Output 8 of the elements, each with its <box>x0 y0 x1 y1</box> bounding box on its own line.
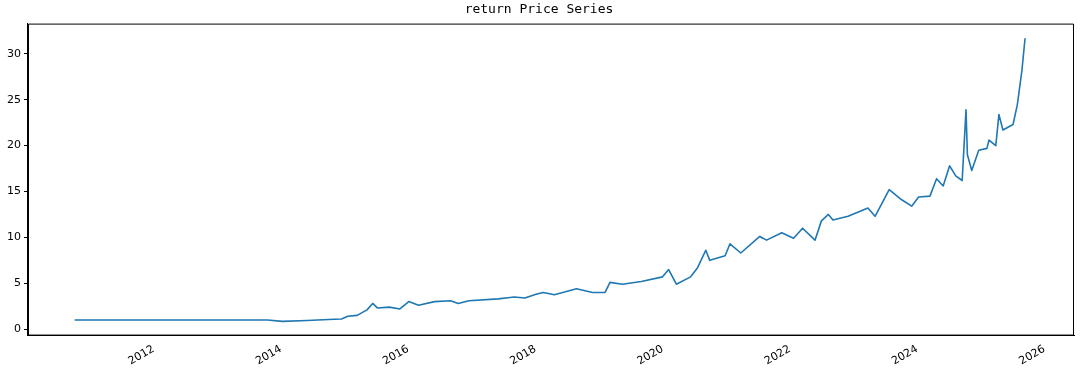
y-tick-label: 20 <box>7 138 21 152</box>
y-tick-label: 5 <box>14 276 21 290</box>
y-tick-label: 30 <box>7 46 21 60</box>
y-tick-label: 15 <box>7 184 21 198</box>
y-tick-label: 0 <box>14 322 21 336</box>
y-tick-label: 25 <box>7 92 21 106</box>
y-tick-label: 10 <box>7 230 21 244</box>
chart-title: return Price Series <box>464 1 614 17</box>
